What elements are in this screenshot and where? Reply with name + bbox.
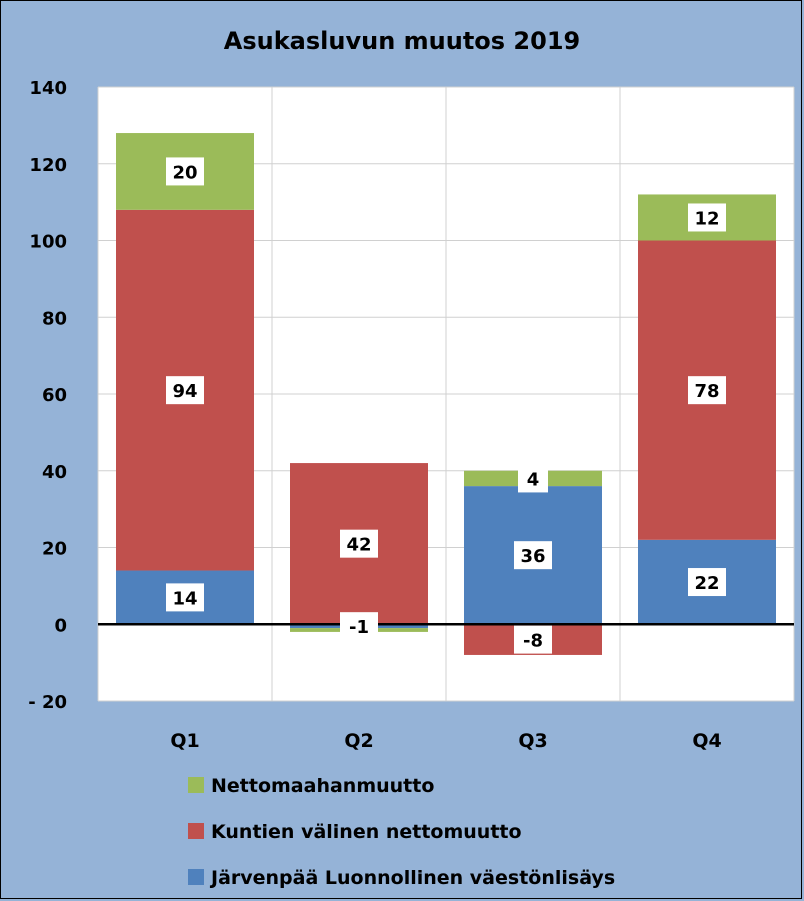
- legend-item-jarvenpaa-luonnollinen-vaestonlisays: Järvenpää Luonnollinen väestönlisäys: [188, 867, 615, 889]
- y-tick-label: 0: [54, 615, 67, 636]
- x-tick-label-q3: Q3: [518, 730, 547, 752]
- y-tick-label: 60: [42, 385, 67, 406]
- data-label-box: [688, 568, 726, 597]
- x-tick-label-q4: Q4: [692, 730, 721, 752]
- y-tick-label: 80: [42, 308, 67, 329]
- data-label-q4-nettomaahanmuutto: 12: [688, 203, 726, 232]
- chart-title: Asukasluvun muutos 2019: [224, 27, 580, 55]
- data-label-text: 94: [172, 381, 197, 402]
- data-label-q3-jarvenpaa-luonnollinen-vaestonlisays: 36: [514, 541, 552, 570]
- data-label-box: [518, 464, 548, 493]
- data-label-text: 12: [694, 208, 719, 229]
- data-label-q3-kuntien-valinen-nettomuutto: -8: [514, 625, 552, 654]
- data-label-box: [688, 376, 726, 405]
- y-tick-label: 120: [29, 155, 67, 176]
- data-label-text: 14: [172, 588, 197, 609]
- y-tick-label: 20: [42, 539, 67, 560]
- data-label-box: [514, 541, 552, 570]
- legend-swatch: [188, 869, 204, 885]
- data-label-text: 4: [527, 469, 540, 490]
- legend-label: Kuntien välinen nettomuutto: [211, 821, 522, 843]
- data-label-q2-kuntien-valinen-nettomuutto: 42: [340, 529, 378, 558]
- data-label-q1-jarvenpaa-luonnollinen-vaestonlisays: 14: [166, 583, 204, 612]
- data-label-q3-nettomaahanmuutto: 4: [518, 464, 548, 493]
- data-label-box: [514, 625, 552, 654]
- y-tick-label: 40: [42, 462, 67, 483]
- y-tick-label: 100: [29, 232, 67, 253]
- data-label-q1-kuntien-valinen-nettomuutto: 94: [166, 376, 204, 405]
- data-label-box: [340, 529, 378, 558]
- data-label-box: [688, 203, 726, 232]
- legend: Nettomaahanmuutto Kuntien välinen nettomu…: [188, 775, 615, 889]
- legend-item-kuntien-valinen-nettomuutto: Kuntien välinen nettomuutto: [188, 821, 522, 843]
- data-label-q4-jarvenpaa-luonnollinen-vaestonlisays: 22: [688, 568, 726, 597]
- data-label-q1-nettomaahanmuutto: 20: [166, 157, 204, 186]
- data-label-q2-jarvenpaa-luonnollinen-vaestonlisays: -1: [340, 612, 378, 641]
- data-label-box: [166, 376, 204, 405]
- data-label-text: 20: [172, 162, 197, 183]
- data-label-text: -8: [523, 631, 543, 652]
- data-label-text: 36: [520, 546, 545, 567]
- x-tick-label-q1: Q1: [170, 730, 199, 752]
- data-label-text: 42: [346, 535, 371, 556]
- legend-swatch: [188, 823, 204, 839]
- data-label-text: 78: [694, 381, 719, 402]
- legend-swatch: [188, 777, 204, 793]
- data-label-text: -1: [349, 617, 369, 638]
- x-tick-label-q2: Q2: [344, 730, 373, 752]
- data-label-box: [166, 583, 204, 612]
- legend-label: Järvenpää Luonnollinen väestönlisäys: [209, 867, 615, 889]
- y-tick-label: 140: [29, 78, 67, 99]
- legend-item-nettomaahanmuutto: Nettomaahanmuutto: [188, 775, 434, 797]
- data-label-q4-kuntien-valinen-nettomuutto: 78: [688, 376, 726, 405]
- x-axis: Q1 Q2 Q3 Q4: [170, 730, 721, 752]
- data-label-text: 22: [694, 573, 719, 594]
- legend-label: Nettomaahanmuutto: [211, 775, 434, 797]
- data-labels-layer: 20 94 14 42 -1 4 36 -8 12 78 22: [166, 157, 726, 654]
- y-tick-label: - 20: [28, 692, 67, 713]
- data-label-box: [340, 612, 378, 641]
- y-axis: 140 120 100 80 60 40 20 0 - 20: [28, 78, 67, 713]
- data-label-box: [166, 157, 204, 186]
